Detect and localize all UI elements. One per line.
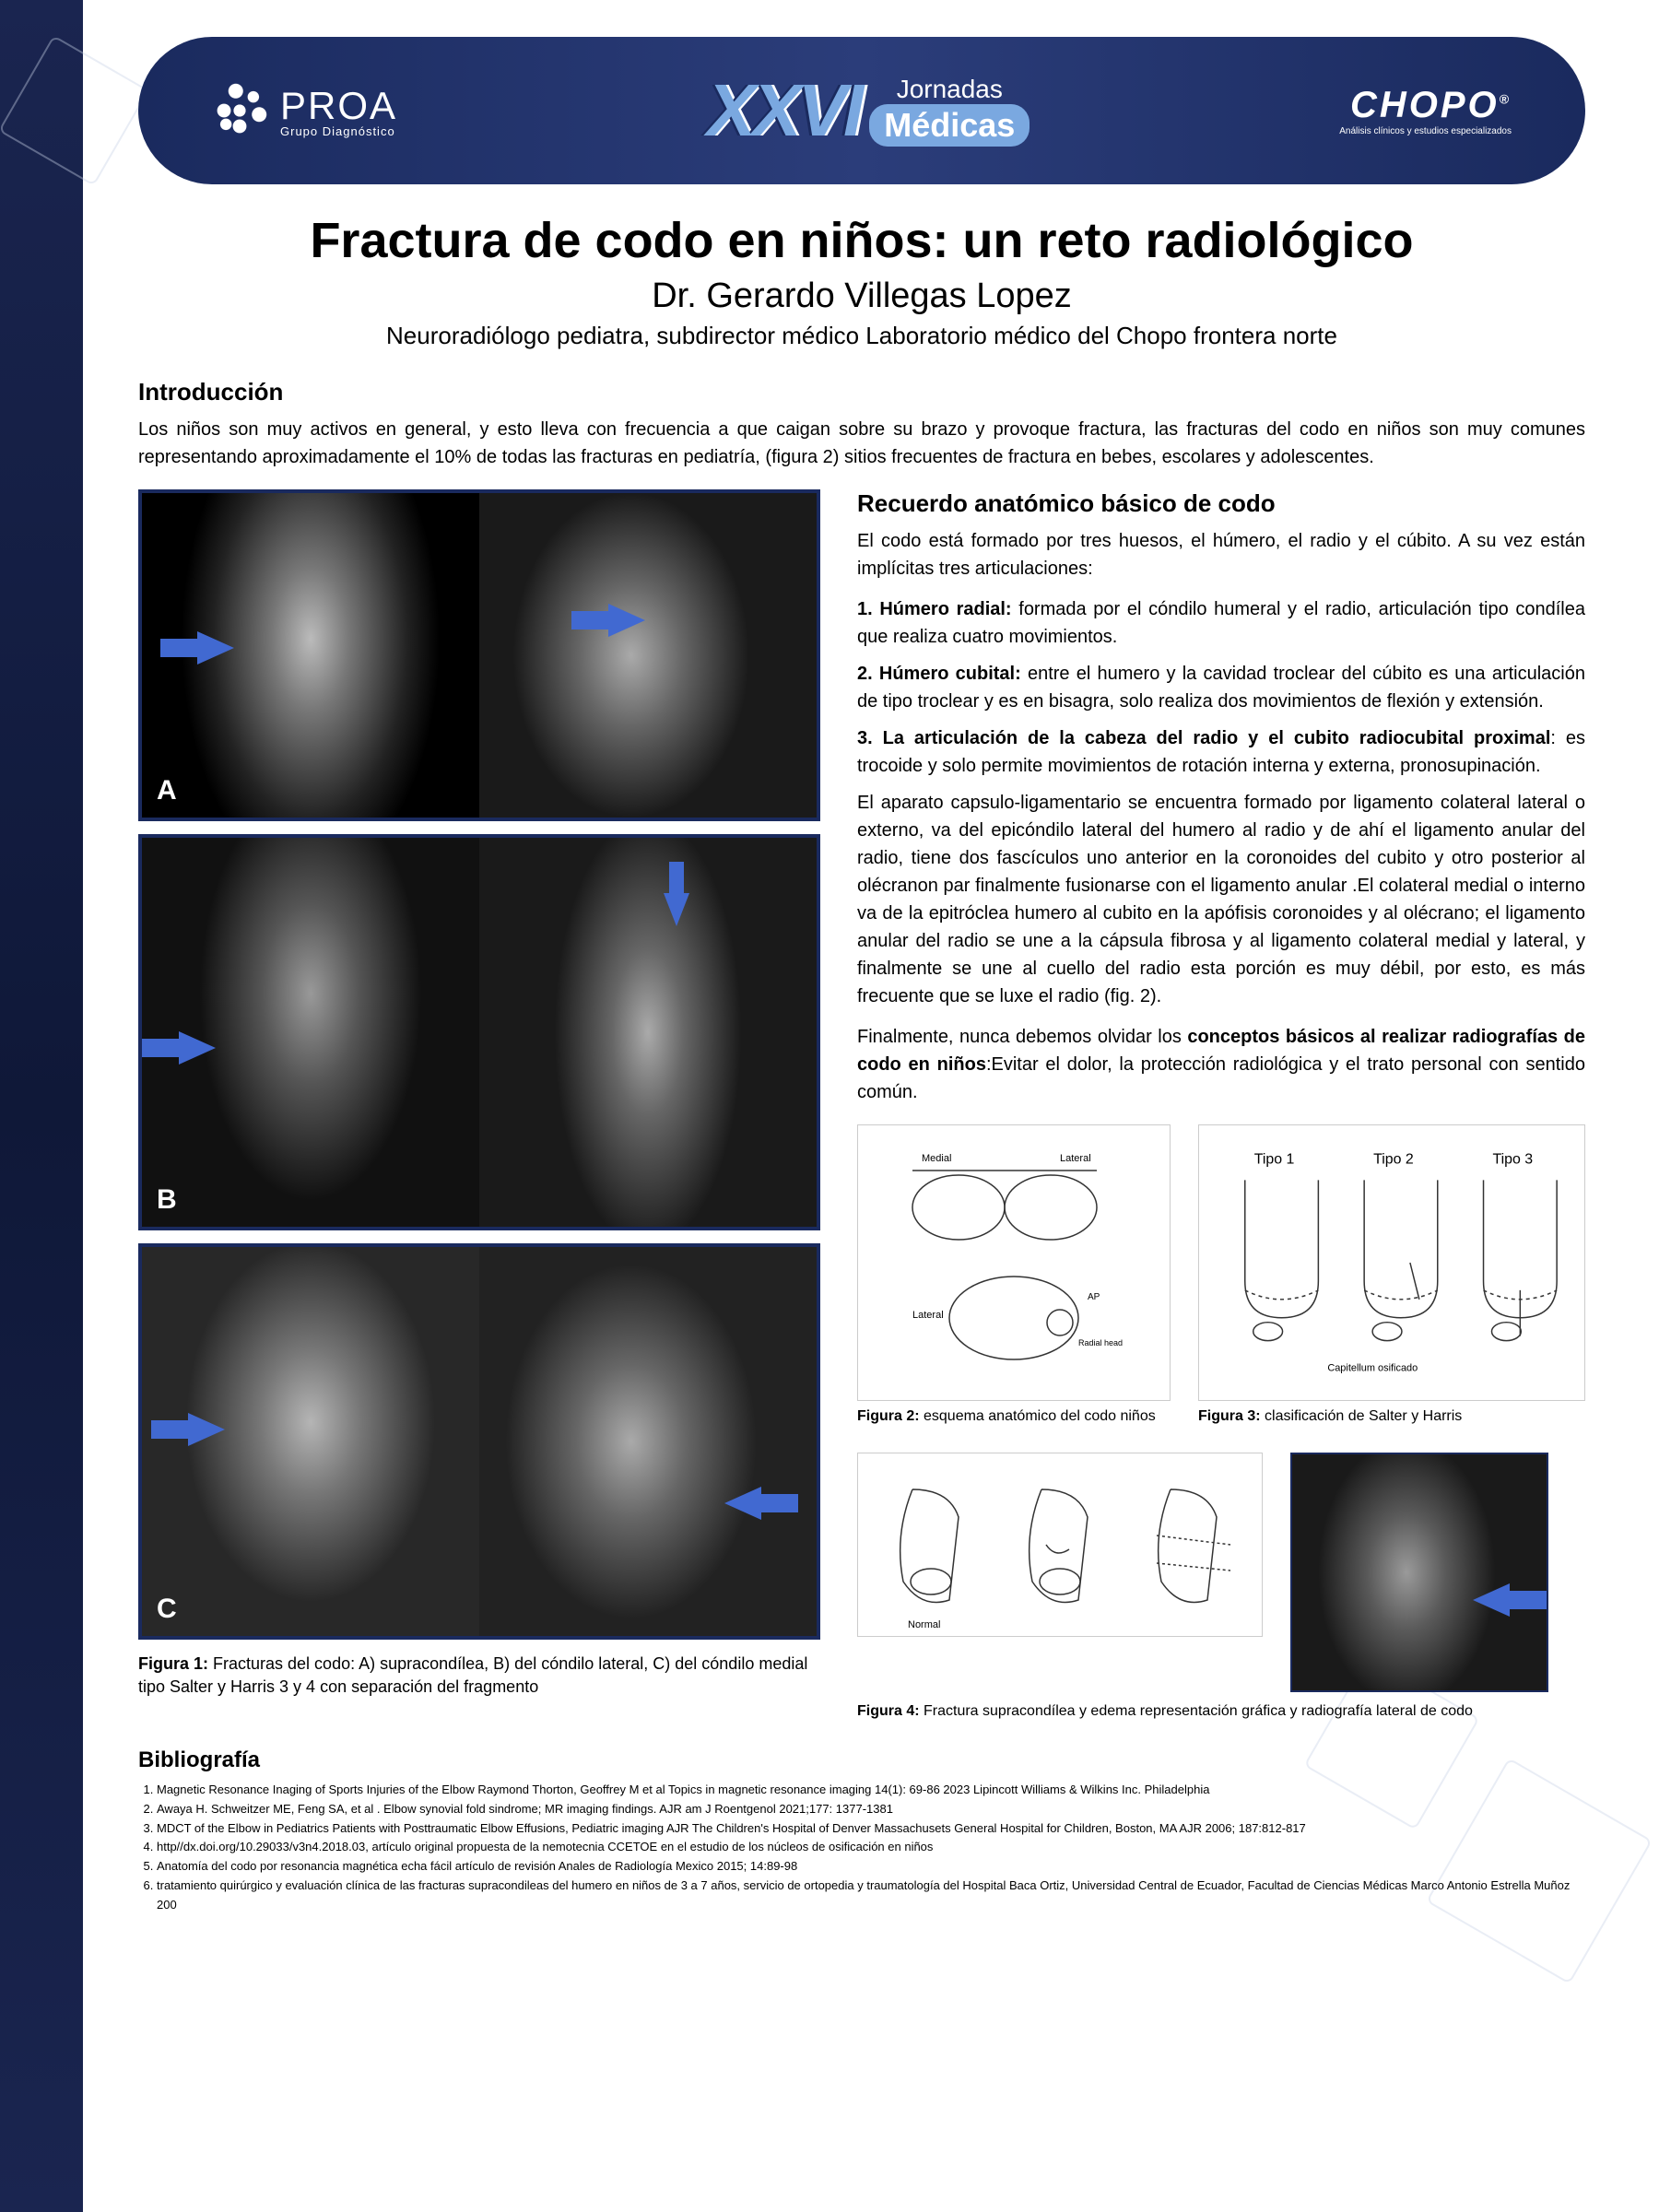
figure1-panel-c: C [138, 1243, 820, 1640]
left-column: A B C Figura 1: [138, 489, 820, 1720]
anatomy-item2: 2. Húmero cubital: entre el humero y la … [857, 660, 1585, 715]
fracture-sketch-icon: Normal [866, 1462, 1253, 1628]
biblio-item: Magnetic Resonance Inaging of Sports Inj… [157, 1781, 1585, 1800]
arrow-icon [724, 1487, 761, 1520]
svg-text:Lateral: Lateral [1060, 1153, 1091, 1164]
poster-title: Fractura de codo en niños: un reto radio… [138, 212, 1585, 269]
proa-subtitle: Grupo Diagnóstico [280, 124, 397, 138]
anatomy-item3: 3. La articulación de la cabeza del radi… [857, 724, 1585, 780]
figure3-caption: Figura 3: clasificación de Salter y Harr… [1198, 1408, 1585, 1425]
chopo-logo: CHOPO® Análisis clínicos y estudios espe… [1339, 85, 1512, 136]
figure1-text: Fracturas del codo: A) supracondílea, B)… [138, 1654, 807, 1696]
svg-text:Lateral: Lateral [912, 1310, 944, 1321]
chopo-subtitle: Análisis clínicos y estudios especializa… [1339, 126, 1512, 136]
event-logo: XXVI Jornadas Médicas [707, 68, 1030, 153]
figure1-caption: Figura 1: Fracturas del codo: A) supraco… [138, 1653, 820, 1699]
author-affiliation: Neuroradiólogo pediatra, subdirector méd… [138, 322, 1585, 350]
svg-text:Normal: Normal [908, 1619, 940, 1628]
anatomy-heading: Recuerdo anatómico básico de codo [857, 489, 1585, 518]
biblio-item: Anatomía del codo por resonancia magnéti… [157, 1857, 1585, 1877]
intro-heading: Introducción [138, 378, 1585, 406]
arrow-icon [1473, 1583, 1510, 1617]
event-line1: Jornadas [869, 75, 1030, 104]
anatomy-para3: Finalmente, nunca debemos olvidar los co… [857, 1023, 1585, 1106]
proa-logo: PROA Grupo Diagnóstico [212, 83, 397, 138]
author-name: Dr. Gerardo Villegas Lopez [138, 276, 1585, 316]
biblio-heading: Bibliografía [138, 1747, 1585, 1773]
proa-icon [201, 72, 279, 150]
arrow-icon [188, 1413, 225, 1446]
anatomy-item1: 1. Húmero radial: formada por el cóndilo… [857, 595, 1585, 651]
biblio-item: tratamiento quirúrgico y evaluación clín… [157, 1877, 1585, 1915]
chopo-name: CHOPO [1350, 85, 1500, 125]
panel-label-a: A [157, 775, 177, 806]
figure4-xray [1290, 1453, 1548, 1692]
intro-text: Los niños son muy activos en general, y … [138, 416, 1585, 471]
figure4-sketch: Normal [857, 1453, 1263, 1637]
figure1-panel-b: B [138, 834, 820, 1230]
biblio-list: Magnetic Resonance Inaging of Sports Inj… [138, 1781, 1585, 1915]
arrow-icon [608, 604, 645, 637]
proa-name: PROA [280, 84, 397, 127]
arrow-icon [197, 631, 234, 665]
figure1-label: Figura 1: [138, 1654, 208, 1673]
svg-text:Capitellum osificado: Capitellum osificado [1327, 1362, 1418, 1373]
figure4-caption: Figura 4: Fractura supracondílea y edema… [857, 1703, 1585, 1720]
event-line2: Médicas [869, 104, 1030, 147]
svg-text:Tipo 1: Tipo 1 [1254, 1152, 1295, 1168]
svg-text:Radial head: Radial head [1078, 1338, 1123, 1347]
arrow-icon [179, 1031, 216, 1065]
svg-text:Tipo 3: Tipo 3 [1492, 1152, 1533, 1168]
figure2-diagram: Medial Lateral Lateral AP Radial head [857, 1124, 1171, 1401]
svg-text:Medial: Medial [922, 1153, 951, 1164]
event-number: XXVI [707, 68, 860, 153]
biblio-item: MDCT of the Elbow in Pediatrics Patients… [157, 1819, 1585, 1839]
figure3-diagram: Tipo 1 Tipo 2 [1198, 1124, 1585, 1401]
svg-text:AP: AP [1088, 1292, 1100, 1302]
anatomy-lead: El codo está formado por tres huesos, el… [857, 527, 1585, 582]
panel-label-b: B [157, 1184, 177, 1216]
figure2-caption: Figura 2: esquema anatómico del codo niñ… [857, 1408, 1171, 1425]
figure1-panel-a: A [138, 489, 820, 821]
salter-harris-icon: Tipo 1 Tipo 2 [1199, 1134, 1584, 1392]
biblio-item: Awaya H. Schweitzer ME, Feng SA, et al .… [157, 1800, 1585, 1819]
biblio-item: http//dx.doi.org/10.29033/v3n4.2018.03, … [157, 1838, 1585, 1857]
arrow-icon [664, 893, 689, 926]
anatomy-sketch-icon: Medial Lateral Lateral AP Radial head [866, 1134, 1161, 1392]
svg-text:Tipo 2: Tipo 2 [1373, 1152, 1414, 1168]
header-banner: PROA Grupo Diagnóstico XXVI Jornadas Méd… [138, 37, 1585, 184]
right-column: Recuerdo anatómico básico de codo El cod… [857, 489, 1585, 1720]
left-accent-bar [0, 0, 83, 2212]
anatomy-para2: El aparato capsulo-ligamentario se encue… [857, 789, 1585, 1010]
panel-label-c: C [157, 1594, 177, 1625]
bibliography: Bibliografía Magnetic Resonance Inaging … [138, 1747, 1585, 1915]
